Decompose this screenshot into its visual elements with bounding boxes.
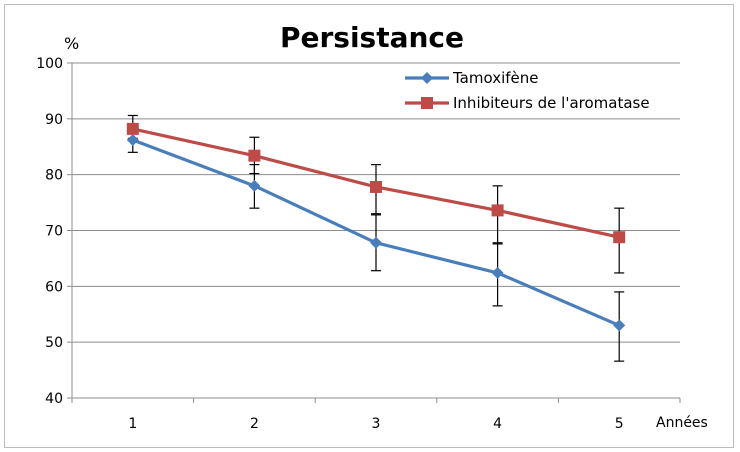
legend-marker-2 — [421, 97, 433, 109]
legend-label-1: Tamoxifène — [452, 69, 539, 87]
legend-label-2: Inhibiteurs de l'aromatase — [453, 94, 650, 112]
x-tick-label: 3 — [372, 416, 381, 432]
y-tick-label: 80 — [45, 168, 63, 184]
x-tick-label: 1 — [128, 416, 137, 432]
data-point-series-2 — [126, 122, 139, 135]
data-point-series-1 — [613, 319, 626, 332]
x-tick-label: 2 — [250, 416, 259, 432]
chart-title: Persistance — [280, 21, 464, 54]
x-tick-label: 4 — [493, 416, 502, 432]
gridlines — [72, 62, 680, 343]
y-tick-label: 70 — [45, 224, 63, 240]
y-tick-label: 40 — [45, 391, 63, 407]
data-point-series-2 — [491, 204, 504, 217]
data-point-series-1 — [370, 236, 382, 249]
data-point-series-1 — [248, 179, 261, 192]
chart-frame — [4, 4, 734, 448]
data-point-series-2 — [370, 180, 382, 193]
legend-marker-1 — [421, 72, 433, 84]
data-point-series-1 — [126, 134, 139, 147]
data-point-series-2 — [248, 149, 261, 162]
series-lines — [126, 122, 626, 332]
y-tick-label: 90 — [45, 112, 63, 128]
data-point-series-1 — [491, 266, 504, 279]
y-axis-unit-label: % — [64, 34, 79, 53]
x-axis-label: Années — [656, 415, 708, 431]
axes: 40 50 60 70 80 90 100 1 2 3 4 5 — [36, 56, 681, 432]
y-tick-label: 50 — [45, 335, 63, 351]
y-tick-label: 100 — [36, 56, 63, 72]
data-point-series-2 — [613, 231, 626, 244]
y-tick-label: 60 — [45, 279, 63, 295]
legend: Tamoxifène Inhibiteurs de l'aromatase — [405, 69, 650, 112]
x-tick-label: 5 — [615, 416, 624, 432]
